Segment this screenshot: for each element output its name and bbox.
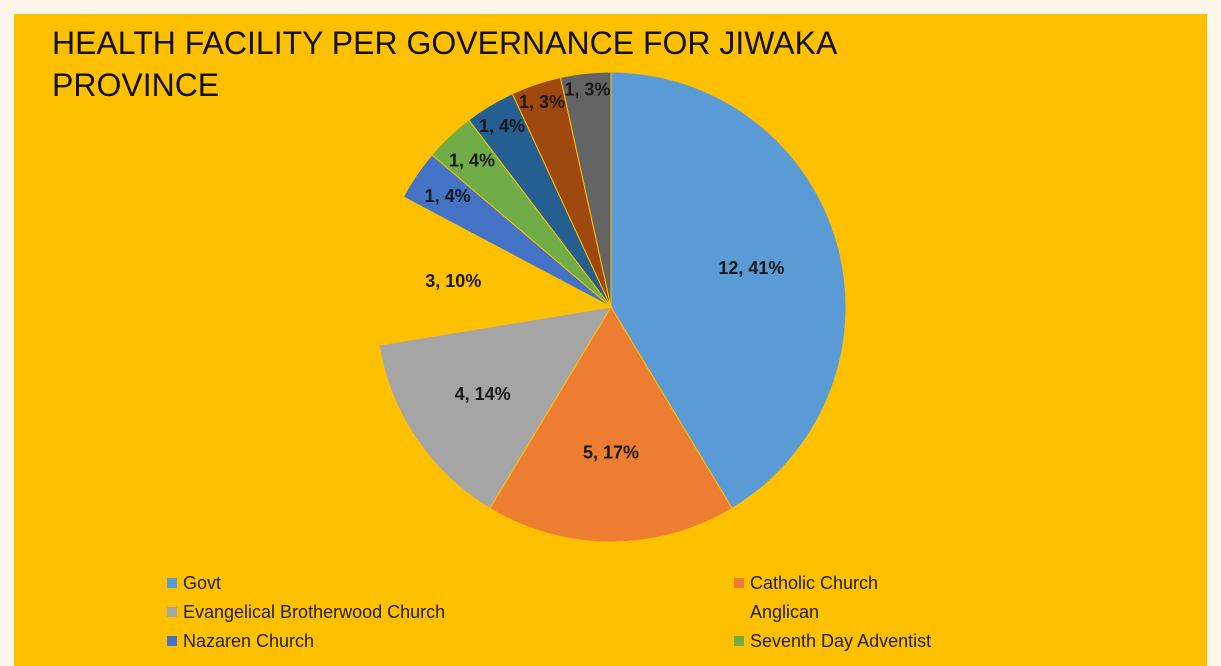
pie-slice (610, 71, 847, 510)
pie-slice (489, 306, 733, 543)
pie-slice (378, 306, 612, 510)
data-label: 1, 4% (479, 116, 525, 136)
data-label: 1, 3% (564, 80, 610, 100)
data-label: 3, 10% (425, 271, 481, 291)
chart-title: HEALTH FACILITY PER GOVERNANCE FOR JIWAK… (52, 25, 836, 103)
data-label: 1, 3% (519, 92, 565, 112)
pie-slice (559, 71, 612, 308)
pie-chart: 12, 41% 5, 17% 4, 14% 3, 10% 1, 4% 1, 4% 1, 4%… (375, 71, 847, 543)
data-label: 4, 14% (455, 384, 511, 404)
data-label: 1, 4% (449, 150, 495, 170)
chart-frame: HEALTH FACILITY PER GOVERNANCE FOR JIWAK… (14, 14, 1207, 666)
data-label: 12, 41% (718, 258, 784, 278)
data-label: 1, 4% (425, 186, 471, 206)
data-label: 5, 17% (583, 443, 639, 463)
pie-slice (375, 196, 613, 346)
